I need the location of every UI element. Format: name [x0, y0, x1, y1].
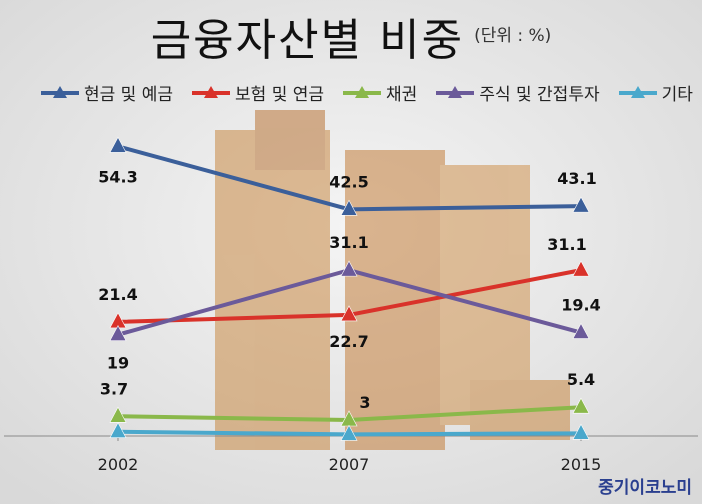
data-label: 54.3 [98, 167, 137, 186]
legend-item: 채권 [342, 80, 417, 105]
data-label: 5.4 [567, 370, 595, 389]
legend-label: 주식 및 간접투자 [479, 84, 600, 105]
legend-item: 현금 및 예금 [40, 80, 173, 105]
legend-item: 보험 및 연금 [191, 80, 324, 105]
data-label: 21.4 [98, 285, 137, 304]
chart-unit: (단위 : %) [474, 26, 552, 46]
data-point-marker [340, 424, 358, 441]
data-point-marker [572, 423, 590, 440]
legend-label: 현금 및 예금 [84, 84, 174, 105]
data-point-marker [340, 199, 358, 216]
legend-label: 기타 [661, 84, 693, 105]
data-label: 42.5 [329, 172, 368, 191]
data-point-marker [572, 322, 590, 339]
legend-swatch [192, 86, 231, 98]
data-label: 31.1 [547, 235, 586, 254]
data-label: 22.7 [329, 332, 368, 351]
data-point-marker [572, 397, 590, 414]
data-label: 31.1 [329, 233, 368, 252]
data-point-marker [340, 260, 358, 277]
brand-logo: 중기이코노미 [598, 478, 692, 498]
data-label: 19 [107, 354, 129, 373]
legend-swatch [436, 86, 475, 98]
chart-title: 금융자산별 비중 (단위 : %) [0, 4, 702, 68]
data-label: 3.7 [100, 379, 128, 398]
x-tick-label: 2007 [329, 455, 370, 474]
legend-swatch [618, 86, 657, 98]
data-point-marker [572, 196, 590, 213]
legend-label: 채권 [386, 84, 418, 105]
legend-label: 보험 및 연금 [235, 84, 325, 105]
data-label: 43.1 [557, 169, 596, 188]
data-point-marker [340, 305, 358, 322]
data-point-marker [572, 260, 590, 277]
legend-item: 기타 [618, 80, 693, 105]
data-point-marker [109, 136, 127, 153]
data-point-marker [109, 325, 127, 341]
legend-swatch [41, 86, 79, 98]
chart-legend: 현금 및 예금 보험 및 연금 채권 주식 및 간접투자 기타 [40, 80, 693, 105]
data-point-marker [109, 422, 127, 439]
legend-item: 주식 및 간접투자 [435, 80, 600, 105]
data-label: 3 [359, 393, 370, 412]
chart-title-text: 금융자산별 비중 [150, 15, 465, 66]
x-tick-label: 2002 [98, 455, 139, 474]
x-tick-label: 2015 [561, 455, 602, 474]
data-label: 19.4 [561, 296, 600, 315]
legend-swatch [343, 86, 382, 98]
